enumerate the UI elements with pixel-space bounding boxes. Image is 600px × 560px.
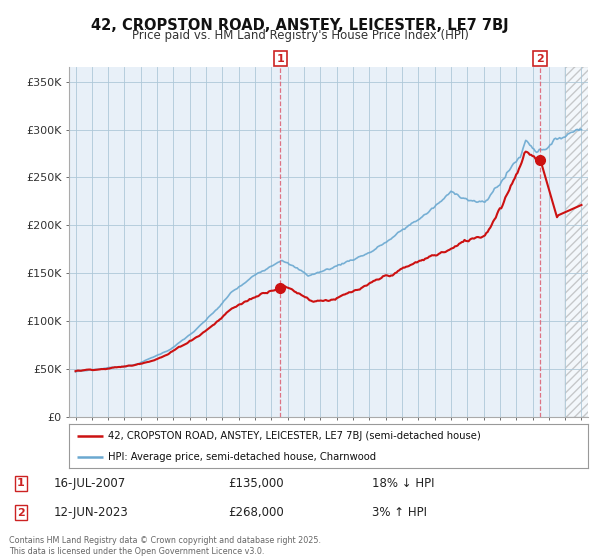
Bar [565,67,600,417]
Text: 18% ↓ HPI: 18% ↓ HPI [372,477,434,490]
Text: Contains HM Land Registry data © Crown copyright and database right 2025.
This d: Contains HM Land Registry data © Crown c… [9,536,321,556]
Text: 3% ↑ HPI: 3% ↑ HPI [372,506,427,519]
Text: £135,000: £135,000 [228,477,284,490]
Text: £268,000: £268,000 [228,506,284,519]
Text: 2: 2 [17,508,25,518]
Text: HPI: Average price, semi-detached house, Charnwood: HPI: Average price, semi-detached house,… [108,452,376,461]
Text: 1: 1 [17,478,25,488]
Text: 16-JUL-2007: 16-JUL-2007 [54,477,126,490]
Text: 42, CROPSTON ROAD, ANSTEY, LEICESTER, LE7 7BJ (semi-detached house): 42, CROPSTON ROAD, ANSTEY, LEICESTER, LE… [108,431,481,441]
Text: Price paid vs. HM Land Registry's House Price Index (HPI): Price paid vs. HM Land Registry's House … [131,29,469,42]
Text: 42, CROPSTON ROAD, ANSTEY, LEICESTER, LE7 7BJ: 42, CROPSTON ROAD, ANSTEY, LEICESTER, LE… [91,18,509,33]
Text: 12-JUN-2023: 12-JUN-2023 [54,506,129,519]
Text: 2: 2 [536,54,544,64]
Text: 1: 1 [277,54,284,64]
